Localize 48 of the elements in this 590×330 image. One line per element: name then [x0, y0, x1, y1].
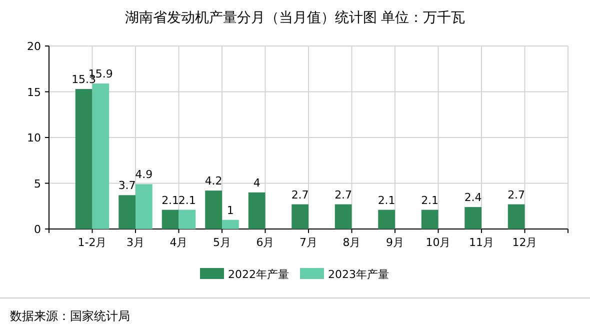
data-label: 2.4 — [464, 191, 482, 204]
data-label: 2.1 — [162, 194, 180, 207]
bar — [222, 220, 239, 229]
y-tick-label: 10 — [27, 132, 41, 144]
x-tick-label: 11月 — [469, 236, 494, 249]
y-tick-label: 20 — [27, 40, 41, 53]
x-tick-label: 7月 — [300, 236, 318, 249]
x-tick-label: 1-2月 — [78, 236, 107, 249]
bar — [292, 204, 308, 229]
data-label: 2.1 — [378, 194, 396, 207]
bar — [92, 84, 110, 229]
x-tick-label: 9月 — [386, 236, 404, 249]
x-tick-label: 6月 — [256, 236, 274, 249]
chart-title: 湖南省发动机产量分月（当月值）统计图 单位：万千瓦 — [124, 10, 466, 26]
bar — [205, 190, 222, 229]
data-label: 2.7 — [291, 188, 309, 202]
data-label: 2.7 — [334, 188, 352, 202]
bar — [378, 210, 395, 229]
legend-label: 2023年产量 — [328, 268, 389, 281]
data-label: 3.7 — [118, 179, 136, 192]
data-label: 2.1 — [421, 194, 439, 207]
bar — [508, 204, 525, 229]
bar — [118, 195, 136, 229]
y-tick-label: 15 — [27, 86, 41, 99]
data-label: 4.2 — [204, 174, 222, 188]
y-tick-label: 0 — [34, 223, 41, 236]
bar — [421, 210, 438, 229]
bar — [464, 207, 482, 229]
bar — [136, 184, 152, 229]
x-tick-label: 5月 — [213, 236, 231, 249]
bar — [75, 89, 92, 229]
data-label: 4 — [253, 176, 260, 190]
y-tick-label: 5 — [34, 177, 41, 190]
data-label: 4.9 — [135, 168, 153, 182]
data-label: 1 — [226, 204, 234, 217]
x-tick-label: 10月 — [426, 236, 451, 249]
bar — [162, 210, 179, 229]
data-label: 2.1 — [178, 194, 196, 207]
bar — [178, 210, 196, 229]
x-tick-label: 3月 — [126, 236, 144, 249]
source-note: 数据来源：国家统计局 — [10, 309, 130, 323]
legend-label: 2022年产量 — [228, 268, 289, 281]
bar — [334, 204, 352, 229]
bar — [248, 192, 266, 229]
x-tick-label: 8月 — [342, 236, 361, 249]
x-tick-label: 12月 — [512, 236, 538, 249]
x-tick-label: 4月 — [170, 236, 188, 249]
data-label: 2.7 — [508, 188, 526, 202]
